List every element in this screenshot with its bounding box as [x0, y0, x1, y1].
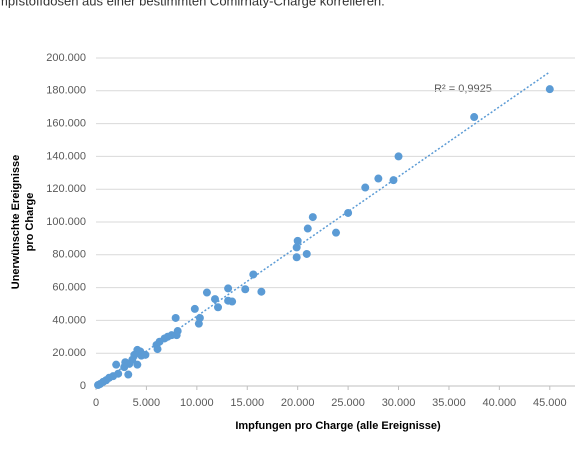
point — [292, 243, 301, 252]
x-tick-label: 35.000 — [432, 397, 466, 409]
point — [302, 249, 311, 258]
point — [292, 253, 301, 262]
point — [171, 313, 180, 322]
x-tick-label: 40.000 — [483, 397, 517, 409]
y-tick-label: 180.000 — [46, 85, 86, 97]
point — [153, 345, 162, 354]
point — [224, 284, 233, 293]
point — [293, 236, 302, 245]
point — [470, 113, 479, 122]
point — [344, 208, 353, 217]
point — [190, 304, 199, 313]
point — [308, 213, 317, 222]
point — [120, 363, 129, 372]
y-tick-label: 20.000 — [52, 347, 86, 359]
point — [210, 295, 219, 304]
x-tick-label: 15.000 — [230, 397, 264, 409]
point — [257, 287, 266, 296]
x-tick-label: 25.000 — [331, 397, 365, 409]
x-tick-label: 20.000 — [281, 397, 315, 409]
point — [112, 360, 121, 369]
point — [545, 85, 554, 94]
y-axis-title: Unerwünschte Ereignisse — [10, 155, 22, 290]
y-tick-label: 100.000 — [46, 216, 86, 228]
point — [332, 228, 341, 237]
x-tick-label: 30.000 — [382, 397, 416, 409]
point — [241, 285, 250, 294]
point — [194, 319, 203, 328]
point — [361, 183, 370, 192]
annotation: R² = 0,9925 — [434, 83, 492, 95]
x-tick-label: 10.000 — [180, 397, 214, 409]
point — [249, 270, 258, 279]
point — [202, 288, 211, 297]
point — [224, 296, 233, 305]
y-tick-label: 0 — [80, 380, 86, 392]
x-tick-label: 5.000 — [133, 397, 161, 409]
point — [94, 381, 103, 390]
x-axis-title: Impfungen pro Charge (alle Ereignisse) — [235, 420, 441, 432]
y-tick-label: 40.000 — [52, 314, 86, 326]
point — [389, 176, 398, 185]
point — [141, 350, 150, 359]
y-tick-label: 140.000 — [46, 150, 86, 162]
point — [394, 152, 403, 161]
point — [303, 224, 312, 233]
y-tick-label: 60.000 — [52, 282, 86, 294]
x-tick-label: 0 — [93, 397, 99, 409]
x-tick-label: 45.000 — [533, 397, 567, 409]
y-tick-label: 120.000 — [46, 183, 86, 195]
y-tick-label: 160.000 — [46, 118, 86, 130]
point — [133, 360, 142, 369]
point — [124, 370, 133, 379]
caption: mpfstoffdosen aus einer bestimmten Comir… — [0, 0, 385, 8]
y-axis-title: pro Charge — [24, 193, 36, 252]
y-tick-label: 80.000 — [52, 249, 86, 261]
point — [214, 303, 223, 312]
point — [374, 174, 383, 183]
y-tick-label: 200.000 — [46, 52, 86, 64]
